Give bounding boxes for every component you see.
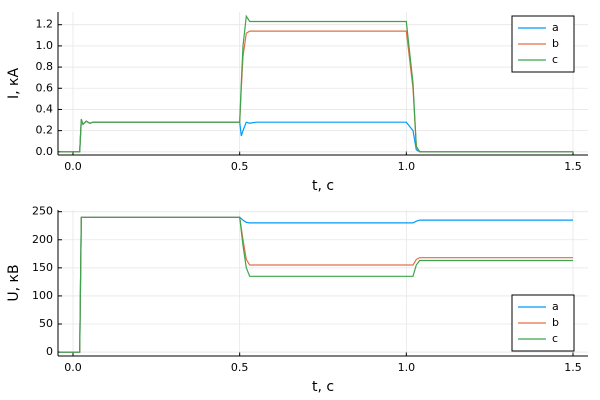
series-line [59,216,573,353]
x-tick-label: 1.5 [564,160,582,173]
x-axis-title: t, с [312,379,334,395]
y-tick-label: 50 [39,317,53,330]
y-tick-label: 150 [32,261,53,274]
x-tick-label: 1.0 [398,160,416,173]
legend-label: c [552,332,558,345]
x-tick-label: 0.5 [231,160,249,173]
y-tick-label: 1.2 [36,18,54,31]
x-tick-label: 1.5 [564,361,582,374]
x-tick-label: 0.5 [231,361,249,374]
x-tick-label: 0.0 [64,160,82,173]
legend-label: a [552,21,559,34]
y-tick-label: 0 [46,345,53,358]
x-axis-title: t, с [312,178,334,194]
y-tick-label: 0.8 [36,60,54,73]
series-line [59,216,573,353]
x-tick-label: 1.0 [398,361,416,374]
y-tick-label: 0.4 [36,102,54,115]
y-tick-label: 0.0 [36,145,54,158]
series-line [59,30,573,153]
y-tick-label: 0.2 [36,124,54,137]
y-tick-label: 0.6 [36,81,54,94]
y-axis-title: U, кВ [6,264,22,301]
y-tick-label: 250 [32,205,53,218]
y-tick-label: 200 [32,233,53,246]
y-axis-title: I, кА [6,68,22,99]
series-line [59,119,573,153]
legend-label: b [552,316,559,329]
y-tick-label: 100 [32,289,53,302]
legend-label: b [552,37,559,50]
legend-label: c [552,53,558,66]
series-line [59,216,573,353]
legend-label: a [552,300,559,313]
series-line [59,14,573,153]
y-tick-label: 1.0 [36,39,54,52]
x-tick-label: 0.0 [64,361,82,374]
